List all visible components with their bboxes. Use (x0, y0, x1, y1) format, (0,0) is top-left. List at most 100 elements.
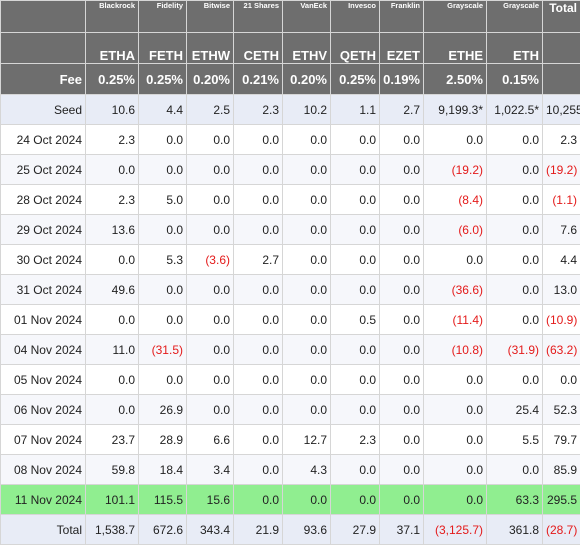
flow-cell: (6.0) (423, 214, 487, 245)
fee-value: 0.20% (186, 63, 234, 95)
flow-cell: 0.0 (282, 364, 331, 395)
flow-cell: 9,199.3* (423, 94, 487, 125)
flow-cell: 0.0 (423, 244, 487, 275)
issuer-header-row: Blackrock Fidelity Bitwise 21 Shares Van… (0, 0, 580, 33)
flow-cell: 37.1 (379, 514, 424, 545)
flow-cell: 2.3 (85, 124, 139, 155)
flow-cell: 0.0 (233, 394, 283, 425)
flow-cell: 12.7 (282, 424, 331, 455)
flow-cell: 0.0 (423, 484, 487, 515)
row-total-cell: (1.1) (542, 184, 580, 215)
table-row: 24 Oct 2024 2.3 0.0 0.0 0.0 0.0 0.0 0.0 0.0 0.0 2.… (0, 124, 580, 155)
row-total-cell: 295.5 (542, 484, 580, 515)
ticker-etha: ETHA (85, 32, 139, 64)
table-row: 25 Oct 2024 0.0 0.0 0.0 0.0 0.0 0.0 0.0 (19.2) 0.… (0, 154, 580, 185)
flow-cell: 4.3 (282, 454, 331, 485)
ticker-ethw: ETHW (186, 32, 234, 64)
flow-cell: 0.0 (330, 244, 380, 275)
flow-cell: 0.0 (85, 364, 139, 395)
fee-value: 2.50% (423, 63, 487, 95)
row-label: Seed (0, 94, 86, 125)
corner-cell (0, 0, 86, 33)
flow-cell: 0.0 (233, 334, 283, 365)
issuer-fidelity: Fidelity (138, 0, 187, 33)
flow-cell: 2.5 (186, 94, 234, 125)
flow-cell: 0.0 (138, 274, 187, 305)
row-total-cell: 85.9 (542, 454, 580, 485)
flow-cell: 0.0 (282, 214, 331, 245)
ticker-corner-cell (0, 32, 86, 64)
flow-cell: 0.0 (379, 124, 424, 155)
flow-cell: 0.0 (282, 394, 331, 425)
ticker-total-blank (542, 32, 580, 64)
table-row: 06 Nov 2024 0.0 26.9 0.0 0.0 0.0 0.0 0.0 0.0 25.4… (0, 394, 580, 425)
flow-cell: 2.3 (85, 184, 139, 215)
flow-cell: 0.0 (186, 124, 234, 155)
row-total-cell: (19.2) (542, 154, 580, 185)
flow-cell: 2.7 (379, 94, 424, 125)
flow-cell: 0.0 (486, 244, 543, 275)
ticker-ezet: EZET (379, 32, 424, 64)
row-label: 29 Oct 2024 (0, 214, 86, 245)
flow-cell: 0.0 (330, 214, 380, 245)
flow-cell: 5.0 (138, 184, 187, 215)
flow-cell: 0.0 (138, 214, 187, 245)
flow-cell: 0.0 (379, 184, 424, 215)
flow-cell: 0.0 (233, 184, 283, 215)
flow-cell: 0.0 (330, 364, 380, 395)
flow-cell: 0.0 (282, 184, 331, 215)
flow-cell: 0.0 (379, 154, 424, 185)
row-label: 24 Oct 2024 (0, 124, 86, 155)
flow-cell: 25.4 (486, 394, 543, 425)
flow-cell: 10.2 (282, 94, 331, 125)
row-total-cell: 13.0 (542, 274, 580, 305)
flow-cell: 23.7 (85, 424, 139, 455)
flow-cell: 0.0 (379, 334, 424, 365)
row-total-cell: 2.3 (542, 124, 580, 155)
flow-cell: 28.9 (138, 424, 187, 455)
flow-cell: 1,538.7 (85, 514, 139, 545)
flow-cell: 1,022.5* (486, 94, 543, 125)
flow-cell: (11.4) (423, 304, 487, 335)
flow-cell: (10.8) (423, 334, 487, 365)
flow-cell: 13.6 (85, 214, 139, 245)
total-column-header: Total (542, 0, 580, 33)
flow-cell: 115.5 (138, 484, 187, 515)
row-label: 05 Nov 2024 (0, 364, 86, 395)
flow-cell: 0.0 (85, 154, 139, 185)
flow-cell: 0.0 (186, 304, 234, 335)
issuer-franklin: Franklin (379, 0, 424, 33)
flow-cell: 0.0 (186, 214, 234, 245)
flow-cell: 0.0 (138, 124, 187, 155)
ticker-ethe: ETHE (423, 32, 487, 64)
flow-cell: 0.5 (330, 304, 380, 335)
flow-cell: 0.0 (379, 364, 424, 395)
row-label: 11 Nov 2024 (0, 484, 86, 515)
flow-cell: 0.0 (379, 244, 424, 275)
flow-cell: 101.1 (85, 484, 139, 515)
row-label: 25 Oct 2024 (0, 154, 86, 185)
flow-cell: 18.4 (138, 454, 187, 485)
table-row: 31 Oct 2024 49.6 0.0 0.0 0.0 0.0 0.0 0.0 (36.6) 0… (0, 274, 580, 305)
flow-cell: 5.5 (486, 424, 543, 455)
flow-cell: 6.6 (186, 424, 234, 455)
flow-cell: 11.0 (85, 334, 139, 365)
row-label: 06 Nov 2024 (0, 394, 86, 425)
ticker-eth: ETH (486, 32, 543, 64)
row-total-cell: 4.4 (542, 244, 580, 275)
flow-cell: 0.0 (330, 154, 380, 185)
flow-cell: 15.6 (186, 484, 234, 515)
flow-cell: 361.8 (486, 514, 543, 545)
flow-cell: 0.0 (85, 304, 139, 335)
flow-cell: 672.6 (138, 514, 187, 545)
flow-cell: (3.6) (186, 244, 234, 275)
table-body: Seed 10.6 4.4 2.5 2.3 10.2 1.1 2.7 9,199.3* 1,022… (0, 94, 580, 545)
flow-cell: 26.9 (138, 394, 187, 425)
flow-cell: 21.9 (233, 514, 283, 545)
flow-cell: 0.0 (138, 364, 187, 395)
issuer-grayscale-ethe: Grayscale (423, 0, 487, 33)
fee-row: Fee 0.25% 0.25% 0.20% 0.21% 0.20% 0.25% … (0, 63, 580, 95)
row-total-cell: 0.0 (542, 364, 580, 395)
flow-cell: 0.0 (233, 274, 283, 305)
